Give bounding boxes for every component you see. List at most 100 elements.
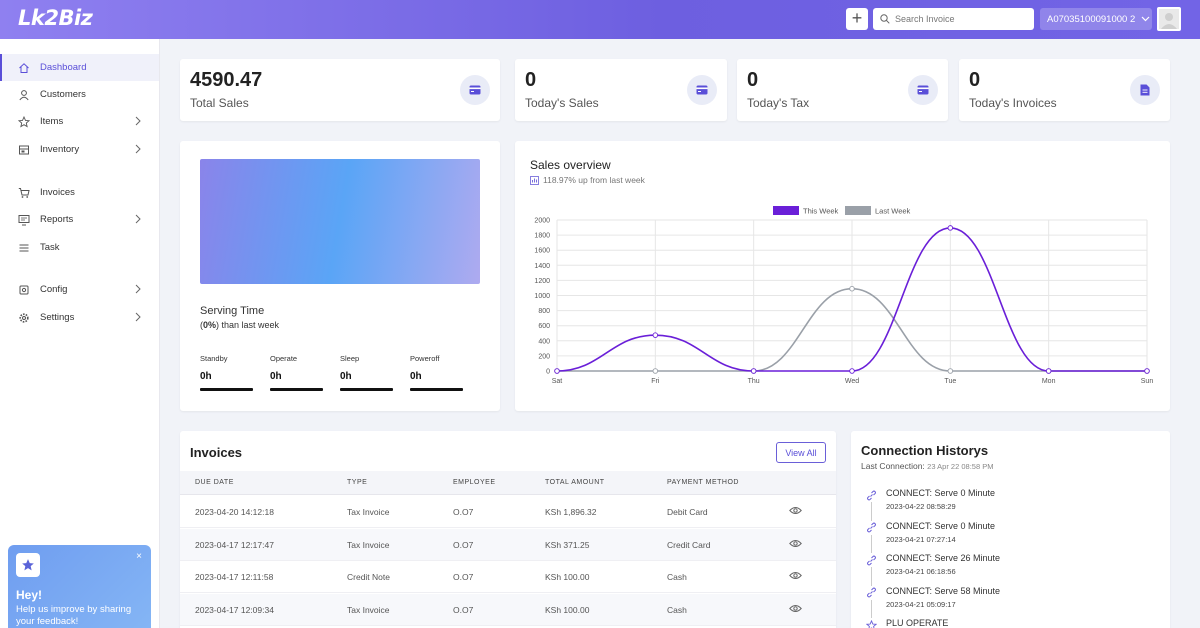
star-icon <box>22 559 34 571</box>
sidebar-item-task[interactable]: Task <box>0 234 159 261</box>
sidebar-item-label: Inventory <box>40 144 80 155</box>
sidebar-item-items[interactable]: Items <box>0 108 159 135</box>
connection-text: PLU OPERATE <box>886 618 949 628</box>
close-button[interactable]: × <box>136 551 142 562</box>
link-icon <box>864 488 878 502</box>
mode-value: 0h <box>340 371 352 382</box>
serving-subtitle: (0%) than last week <box>200 320 280 330</box>
account-dropdown[interactable]: A07035100091000 2 <box>1040 8 1152 30</box>
invoices-title: Invoices <box>190 445 243 460</box>
sidebar-item-label: Customers <box>40 89 86 100</box>
column-header[interactable]: TYPE <box>347 479 368 486</box>
column-header[interactable]: TOTAL AMOUNT <box>545 479 605 486</box>
sidebar-item-label: Invoices <box>40 187 75 198</box>
user-icon <box>18 89 30 101</box>
data-point <box>947 225 954 231</box>
mode-bar <box>270 388 323 391</box>
connection-time: 2023-04-22 08:58:29 <box>886 502 956 511</box>
y-tick-label: 2000 <box>534 218 550 225</box>
legend-label: This Week <box>803 207 839 216</box>
legend-label: Last Week <box>875 207 911 216</box>
connection-time: 2023-04-21 07:27:14 <box>886 534 956 544</box>
sidebar-item-config[interactable]: Config <box>0 276 159 303</box>
column-header[interactable]: DUE DATE <box>195 479 234 486</box>
connection-title: Connection Historys <box>861 443 989 458</box>
add-button[interactable]: + <box>846 8 868 30</box>
gear-icon <box>18 312 30 324</box>
stat-label: Total Sales <box>190 96 249 110</box>
last-connection-label: Last Connection: <box>861 461 928 471</box>
avatar[interactable] <box>1157 7 1181 31</box>
stat-value: 4590.47 <box>190 69 263 91</box>
table-row[interactable]: 2023-04-20 14:12:18 Tax Invoice O.O7 KSh 1,… <box>180 496 836 528</box>
eye-icon[interactable] <box>789 571 802 580</box>
connection-text: CONNECT: Serve 0 Minute <box>886 520 996 531</box>
card-icon <box>460 75 490 105</box>
last-connection-value: 23 Apr 22 08:58 PM <box>927 462 994 471</box>
reports-icon <box>18 214 30 226</box>
feedback-badge <box>16 553 40 577</box>
table-row[interactable]: 2023-04-17 12:11:58 Credit Note O.O7 KSh 10… <box>180 561 836 593</box>
connection-text: CONNECT: Serve 0 Minute <box>886 488 996 498</box>
eye-icon[interactable] <box>789 539 802 548</box>
cell-due: 2023-04-17 12:11:58 <box>195 572 274 582</box>
mode-bar <box>410 388 463 391</box>
stat-card-todays-invoices: 0 Today's Invoices <box>959 59 1170 121</box>
y-tick-label: 1000 <box>534 293 550 300</box>
stat-label: Today's Tax <box>747 96 810 110</box>
serving-suffix: than last week <box>219 320 280 330</box>
sidebar-item-label: Dashboard <box>40 62 87 73</box>
connection-text: CONNECT: Serve 58 Minute <box>886 585 1001 596</box>
serving-percent: 0% <box>203 320 217 330</box>
y-tick-label: 1600 <box>534 248 550 255</box>
sidebar-item-dashboard[interactable]: Dashboard <box>0 54 159 81</box>
y-tick-label: 800 <box>538 308 550 315</box>
sidebar-item-reports[interactable]: Reports <box>0 206 159 233</box>
stat-value: 0 <box>525 69 537 91</box>
chevron-down-icon <box>1141 16 1150 22</box>
search-box[interactable] <box>873 8 1034 30</box>
sidebar-item-invoices[interactable]: Invoices <box>0 179 159 206</box>
data-point <box>750 368 757 374</box>
data-point <box>652 368 659 374</box>
cell-amount: KSh 371.25 <box>545 539 590 550</box>
mode-value: 0h <box>200 371 212 382</box>
chevron-right-icon <box>135 116 141 126</box>
cell-employee: O.O7 <box>453 539 474 550</box>
stat-label: Today's Invoices <box>969 96 1057 110</box>
sidebar-item-customers[interactable]: Customers <box>0 81 159 108</box>
data-point <box>849 285 855 292</box>
eye-icon[interactable] <box>789 604 802 613</box>
sidebar-item-settings[interactable]: Settings <box>0 304 159 331</box>
cell-method: Cash <box>667 572 687 582</box>
table-row[interactable]: 2023-04-17 12:17:47 Tax Invoice O.O7 KSh 37… <box>180 528 836 561</box>
column-header[interactable]: EMPLOYEE <box>453 479 496 486</box>
view-all-button[interactable]: View All <box>776 442 826 463</box>
search-input[interactable] <box>895 14 1025 24</box>
data-point <box>849 368 855 374</box>
stat-label: Today's Sales <box>525 96 599 110</box>
table-row[interactable]: 2023-04-17 12:09:34 Tax Invoice O.O7 KSh 10… <box>180 593 836 626</box>
eye-icon[interactable] <box>789 506 802 515</box>
mode-label: Poweroff <box>410 354 440 363</box>
column-header[interactable]: PAYMENT METHOD <box>667 479 739 486</box>
sidebar-item-label: Reports <box>40 214 74 225</box>
sidebar-item-label: Settings <box>40 312 75 323</box>
x-tick-label: Tue <box>944 378 956 385</box>
mode-bar <box>340 388 393 391</box>
serving-banner <box>200 159 480 284</box>
cell-method: Cash <box>667 604 687 615</box>
cell-due: 2023-04-17 12:09:34 <box>195 604 274 615</box>
connection-history-card: Connection Historys Last Connection: 23 … <box>851 431 1170 628</box>
list-icon <box>18 242 30 254</box>
x-tick-label: Thu <box>748 378 760 385</box>
connection-time: 2023-04-21 05:09:17 <box>886 599 956 609</box>
sidebar-item-inventory[interactable]: Inventory <box>0 136 159 163</box>
mode-label: Operate <box>270 354 298 363</box>
cell-method: Debit Card <box>667 507 708 517</box>
cell-type: Tax Invoice <box>347 507 390 517</box>
y-tick-label: 200 <box>538 353 550 360</box>
feedback-widget[interactable]: × Hey! Help us improve by sharing your f… <box>8 545 151 628</box>
logo: Lk2Biz <box>18 6 93 30</box>
y-tick-label: 1800 <box>534 233 550 240</box>
